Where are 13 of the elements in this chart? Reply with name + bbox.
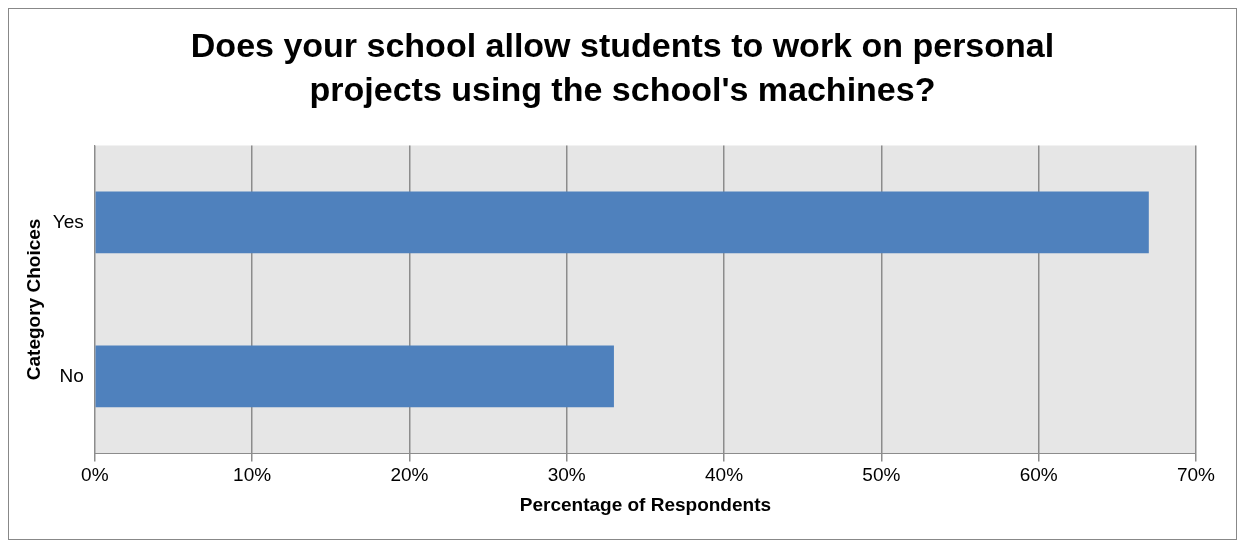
x-axis-title: Percentage of Respondents [519, 494, 772, 516]
x-tick-label: 10% [233, 464, 272, 486]
x-tick-label: 50% [862, 464, 901, 486]
x-tick-label: 30% [547, 464, 586, 486]
x-tick-label: 70% [1176, 464, 1216, 486]
x-tick-label: 40% [705, 464, 744, 486]
x-tick-label: 0% [81, 464, 109, 486]
x-tick-label: 20% [390, 464, 429, 486]
y-tick-label: No [59, 365, 84, 387]
y-tick-label: Yes [52, 211, 84, 233]
chart-title: Does your school allow students to work on personal projects using the school's machines? [189, 25, 1056, 111]
y-axis-title: Category Choices [22, 219, 44, 381]
x-tick-label: 60% [1019, 464, 1058, 486]
